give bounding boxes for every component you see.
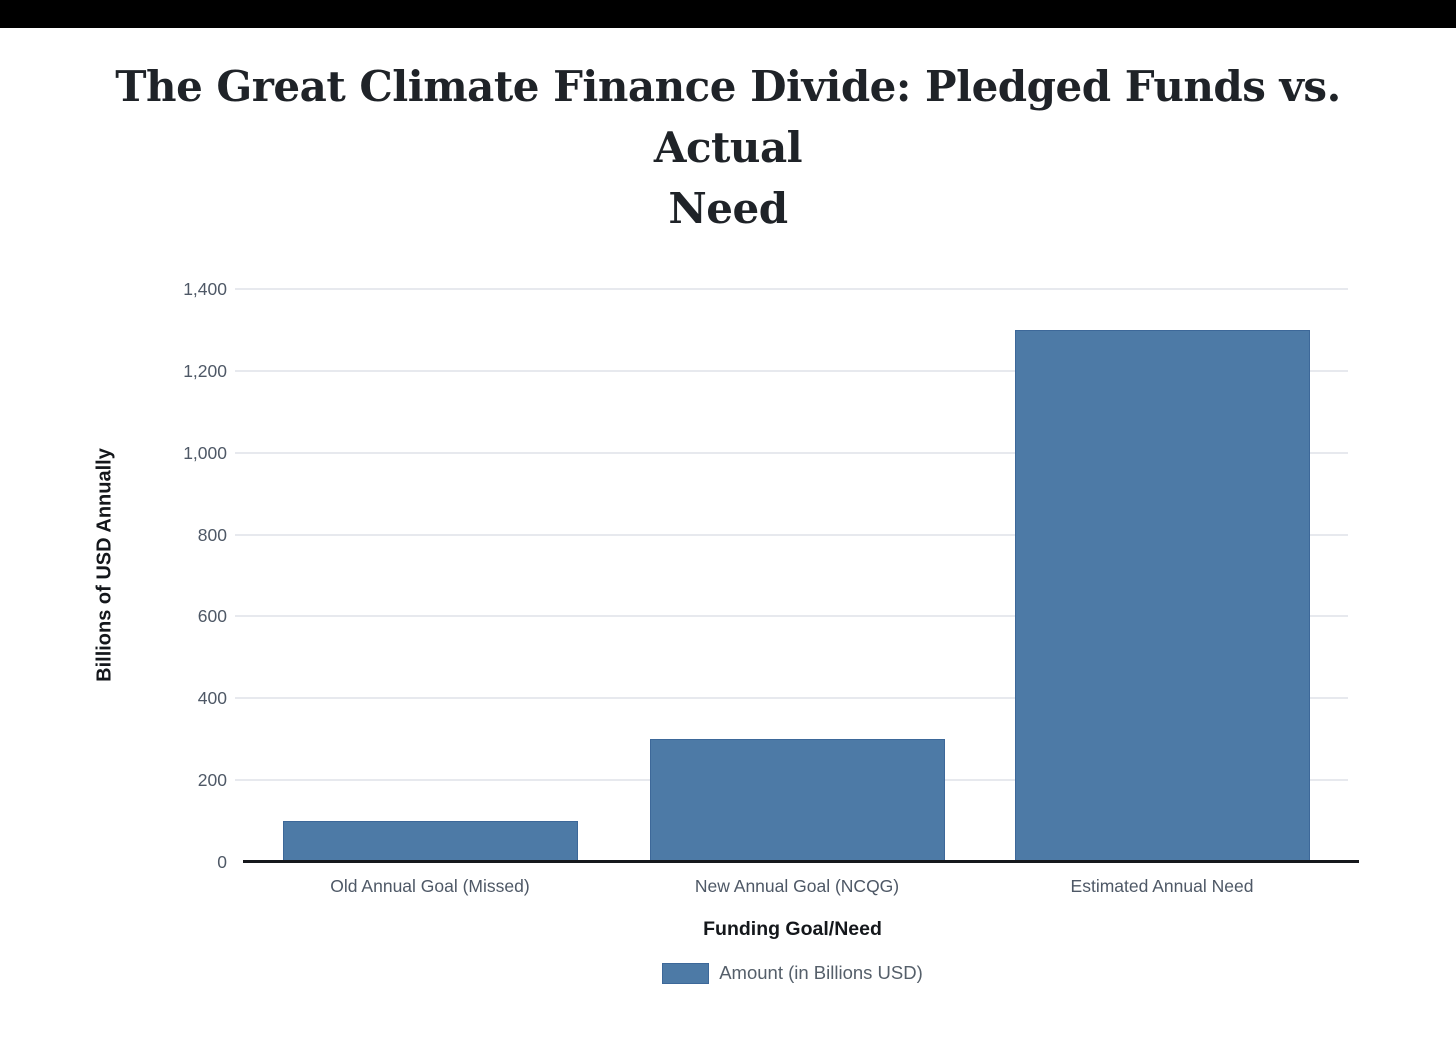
legend-swatch <box>662 962 710 984</box>
y-tick-label: 800 <box>197 524 227 545</box>
gridline <box>235 288 1348 290</box>
x-category-label: Estimated Annual Need <box>1070 876 1254 896</box>
y-tick-label: 1,400 <box>183 279 227 299</box>
y-tick-label: 400 <box>197 688 227 709</box>
bar <box>649 739 945 862</box>
y-axis-title: Billions of USD Annually <box>93 448 116 682</box>
gridline <box>235 369 1348 372</box>
bar <box>282 821 578 862</box>
chart-title: The Great Climate Finance Divide: Pledge… <box>60 56 1396 239</box>
gridline <box>235 451 1348 454</box>
y-tick-label: 200 <box>197 770 227 791</box>
legend-label: Amount (in Billions USD) <box>719 962 923 983</box>
chart-title-line1: The Great Climate Finance Divide: Pledge… <box>115 62 1341 172</box>
y-tick-label: 1,200 <box>183 360 227 381</box>
top-banner <box>0 0 1456 28</box>
y-tick-label: 1,000 <box>183 442 227 463</box>
gridline <box>235 697 1348 700</box>
chart-title-line2: Need <box>668 184 788 233</box>
gridline <box>235 615 1348 618</box>
gridline <box>235 533 1348 536</box>
y-tick-label: 600 <box>197 606 227 627</box>
y-tick-label: 0 <box>217 852 227 872</box>
x-axis-title: Funding Goal/Need <box>703 918 882 940</box>
x-category-label: Old Annual Goal (Missed) <box>330 876 530 896</box>
x-axis-line <box>243 860 1359 863</box>
bar <box>1014 329 1310 862</box>
legend: Amount (in Billions USD) <box>235 962 1350 984</box>
x-category-label: New Annual Goal (NCQG) <box>694 876 900 896</box>
